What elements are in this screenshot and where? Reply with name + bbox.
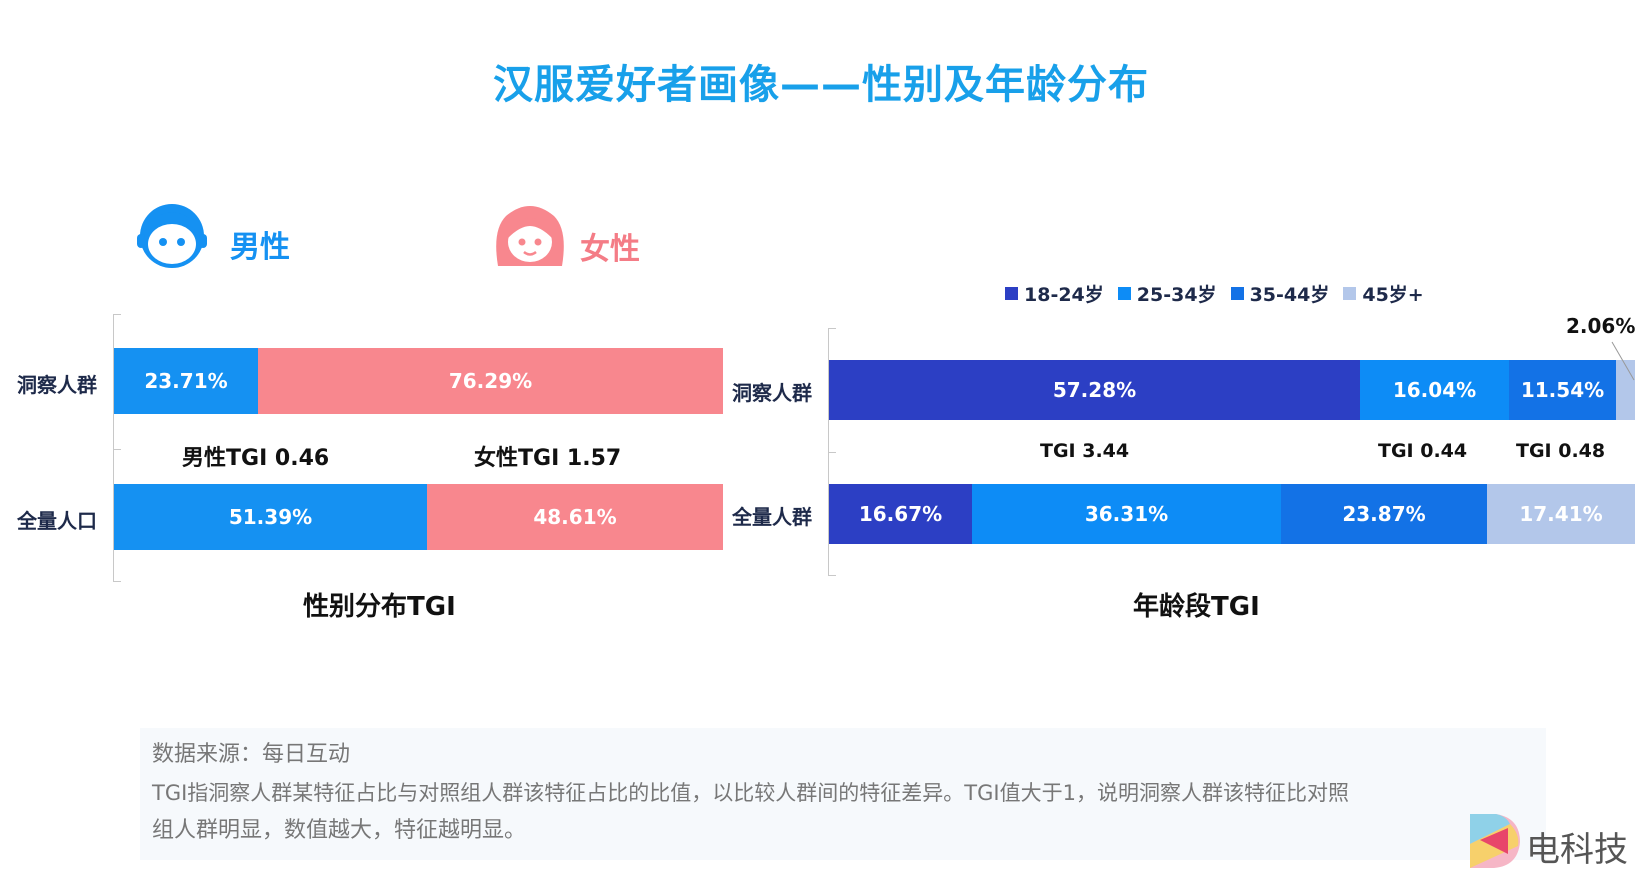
legend-label: 25-34岁 <box>1136 284 1217 306</box>
age-label-45-plus-insight: 2.06% <box>1566 314 1636 338</box>
legend-swatch <box>1117 287 1131 300</box>
tgi-18-24: TGI 3.44 <box>1040 440 1130 462</box>
brand-name: 电科技 <box>1526 830 1628 870</box>
axis-tick <box>828 328 836 329</box>
age-bar-35-44-insight: 11.54% <box>1509 360 1616 420</box>
age-row-label-insight: 洞察人群 <box>732 381 812 405</box>
axis-tick <box>828 575 836 576</box>
brand-logo-icon <box>1466 810 1524 870</box>
legend-swatch <box>1230 287 1244 300</box>
page-title: 汉服爱好者画像——性别及年龄分布 <box>493 62 1149 108</box>
gender-bar-male-insight: 23.71% <box>114 348 258 414</box>
legend-item-35-44: 35-44岁 <box>1230 280 1330 307</box>
legend-swatch <box>1005 287 1018 300</box>
gender-chart-title: 性别分布TGI <box>303 592 456 622</box>
legend-item-18-24: 18-24岁 <box>1005 280 1104 307</box>
tgi-note-line-1: TGI指洞察人群某特征占比与对照组人群该特征占比的比值，以比较人群间的特征差异。… <box>152 781 1349 805</box>
legend-item-45-plus: 45岁+ <box>1343 280 1424 307</box>
callout-line <box>1611 341 1635 381</box>
axis-tick <box>113 314 121 315</box>
gender-bar-female-insight: 76.29% <box>258 348 723 414</box>
gender-bar-female-total: 48.61% <box>427 484 723 550</box>
age-bar-45-plus-insight <box>1616 360 1635 420</box>
tgi-note-line-2: 组人群明显，数值越大，特征越明显。 <box>152 818 527 843</box>
legend-swatch <box>1343 287 1357 300</box>
axis-tick <box>113 449 121 450</box>
male-label: 男性 <box>230 230 290 265</box>
gender-row-label-total: 全量人口 <box>17 509 97 533</box>
data-source: 数据来源：每日互动 <box>152 742 351 767</box>
age-bar-45-plus-total: 17.41% <box>1487 484 1635 544</box>
age-bar-25-34-total: 36.31% <box>972 484 1281 544</box>
tgi-25-34: TGI 0.44 <box>1378 440 1468 462</box>
age-bar-25-34-insight: 16.04% <box>1360 360 1509 420</box>
gender-row-label-insight: 洞察人群 <box>17 373 97 397</box>
footer-panel <box>140 728 1546 860</box>
tgi-female: 女性TGI 1.57 <box>474 446 622 471</box>
legend-item-25-34: 25-34岁 <box>1117 280 1217 307</box>
axis-tick <box>828 452 836 453</box>
age-bar-35-44-total: 23.87% <box>1281 484 1487 544</box>
age-legend: 18-24岁 25-34岁 35-44岁 45岁+ <box>1005 280 1424 307</box>
tgi-male: 男性TGI 0.46 <box>182 446 330 471</box>
tgi-35-44: TGI 0.48 <box>1516 440 1606 462</box>
female-label: 女性 <box>580 232 640 267</box>
age-row-label-total: 全量人群 <box>732 505 812 529</box>
axis-tick <box>113 581 121 582</box>
age-bar-18-24-total: 16.67% <box>829 484 972 544</box>
gender-bar-male-total: 51.39% <box>114 484 427 550</box>
male-icon <box>132 200 212 270</box>
legend-label: 45岁+ <box>1362 284 1424 306</box>
legend-label: 18-24岁 <box>1024 284 1104 306</box>
age-bar-18-24-insight: 57.28% <box>829 360 1360 420</box>
age-chart-title: 年龄段TGI <box>1133 592 1260 622</box>
legend-label: 35-44岁 <box>1249 284 1330 306</box>
female-icon <box>490 200 570 270</box>
gender-axis <box>113 314 114 582</box>
